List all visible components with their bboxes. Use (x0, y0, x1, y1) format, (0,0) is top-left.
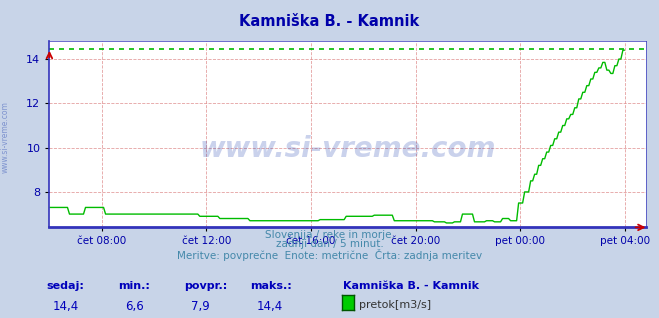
Text: 7,9: 7,9 (191, 300, 210, 313)
Text: pretok[m3/s]: pretok[m3/s] (359, 300, 431, 309)
Text: 14,4: 14,4 (257, 300, 283, 313)
Text: Meritve: povprečne  Enote: metrične  Črta: zadnja meritev: Meritve: povprečne Enote: metrične Črta:… (177, 249, 482, 261)
Text: zadnji dan / 5 minut.: zadnji dan / 5 minut. (275, 239, 384, 249)
Text: Kamniška B. - Kamnik: Kamniška B. - Kamnik (239, 14, 420, 29)
Text: min.:: min.: (119, 281, 150, 291)
Text: povpr.:: povpr.: (185, 281, 228, 291)
Text: 6,6: 6,6 (125, 300, 144, 313)
Text: Slovenija / reke in morje.: Slovenija / reke in morje. (264, 230, 395, 239)
Text: Kamniška B. - Kamnik: Kamniška B. - Kamnik (343, 281, 478, 291)
Text: www.si-vreme.com: www.si-vreme.com (200, 135, 496, 163)
Text: 14,4: 14,4 (53, 300, 79, 313)
Text: www.si-vreme.com: www.si-vreme.com (1, 101, 10, 173)
Text: sedaj:: sedaj: (46, 281, 84, 291)
Text: maks.:: maks.: (250, 281, 292, 291)
